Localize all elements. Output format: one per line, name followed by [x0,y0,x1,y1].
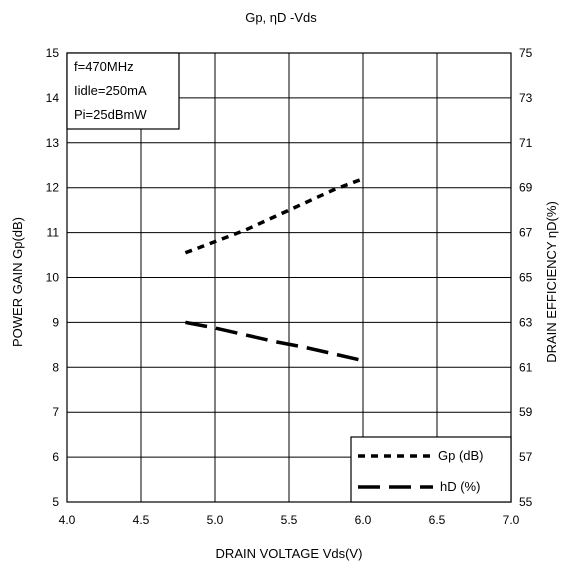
y-left-axis-label: POWER GAIN Gp(dB) [10,217,25,347]
y-right-tick-label: 59 [519,405,533,419]
legend-gp-label: Gp (dB) [438,448,484,463]
conditions-frame [66,52,180,130]
y-left-tick-label: 13 [46,136,60,150]
y-left-tick-label: 12 [46,181,60,195]
x-tick-label: 5.0 [207,513,224,527]
y-right-tick-label: 57 [519,450,533,464]
legend-frame [350,436,512,503]
y-right-tick-label: 61 [519,360,533,374]
series-layer [184,177,364,363]
y-left-tick-label: 14 [46,91,60,105]
y-left-tick-label: 15 [46,46,60,60]
series-line-gp [184,177,364,255]
y-left-tick-label: 6 [52,450,59,464]
x-tick-label: 4.5 [133,513,150,527]
y-right-tick-label: 71 [519,136,533,150]
series-line-hd [185,320,364,363]
condition-input-power: Pi=25dBmW [74,107,147,122]
y-right-axis-label: DRAIN EFFICIENCY ηD(%) [544,201,559,363]
x-axis-label: DRAIN VOLTAGE Vds(V) [216,546,363,561]
y-left-tick-label: 5 [52,495,59,509]
y-left-tick-label: 9 [52,315,59,329]
x-tick-label: 7.0 [503,513,520,527]
x-tick-label: 6.0 [355,513,372,527]
y-right-tick-label: 75 [519,46,533,60]
y-left-tick-label: 11 [47,226,60,240]
tick-labels: 4.0 4.5 5.0 5.5 6.0 6.5 7.05678910111213141555… [46,46,533,527]
plot-frame [66,52,512,503]
y-right-tick-label: 67 [519,226,533,240]
y-right-tick-label: 73 [519,91,533,105]
y-right-tick-label: 69 [519,181,533,195]
y-right-tick-label: 65 [519,271,533,285]
y-left-tick-label: 8 [52,360,59,374]
legend: Gp (dB) hD (%) [350,436,512,503]
conditions-box: f=470MHz Iidle=250mA Pi=25dBmW [66,52,180,130]
legend-hd-label: hD (%) [440,479,480,494]
chart-title: Gp, ηD -Vds [245,10,317,25]
y-right-tick-label: 63 [519,315,533,329]
grid [67,53,511,502]
condition-idle-current: Iidle=250mA [74,83,147,98]
y-left-tick-label: 7 [52,405,59,419]
condition-frequency: f=470MHz [74,59,134,74]
x-tick-label: 4.0 [59,513,76,527]
x-tick-label: 5.5 [281,513,298,527]
y-left-tick-label: 10 [46,271,60,285]
x-tick-label: 6.5 [429,513,446,527]
y-right-tick-label: 55 [519,495,533,509]
